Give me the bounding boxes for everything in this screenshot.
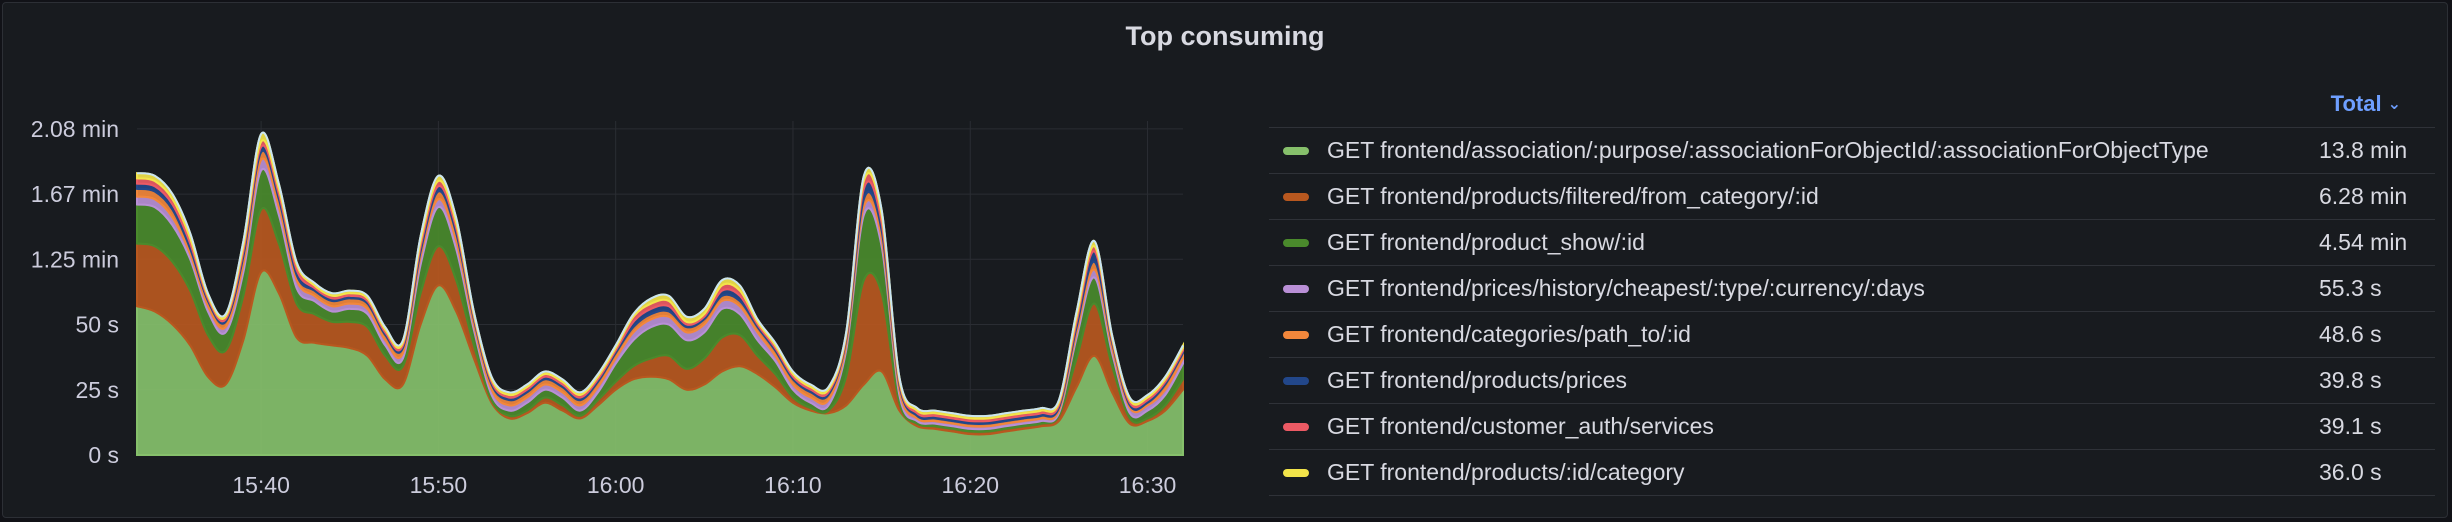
series-name[interactable]: GET frontend/products/filtered/from_cate… [1327,183,1819,209]
stacked-area-chart[interactable]: 0 s 25 s 50 s 1.25 min 1.67 min 2.08 min 15:4… [3,3,1263,519]
series-total: 6.28 min [2319,183,2408,209]
legend-row[interactable]: GET frontend/categories/path_to/:id 48.6 … [1269,311,2435,357]
legend-row[interactable]: GET frontend/products/:id/category 36.0 s [1269,449,2435,496]
series-color-swatch [1283,192,1309,201]
series-color-swatch [1283,238,1309,247]
x-tick-label: 15:40 [232,472,290,498]
chart-areas [136,131,1184,456]
series-total: 4.54 min [2319,229,2408,255]
series-name[interactable]: GET frontend/product_show/:id [1327,229,1645,255]
x-axis-labels: 15:40 15:50 16:00 16:10 16:20 16:30 [232,472,1176,498]
y-tick-label: 1.67 min [31,181,119,207]
legend-row[interactable]: GET frontend/prices/history/cheapest/:ty… [1269,265,2435,311]
y-tick-label: 2.08 min [31,116,119,142]
series-name[interactable]: GET frontend/association/:purpose/:assoc… [1327,137,2209,163]
total-outline [136,131,1184,418]
series-color-swatch [1283,468,1309,477]
series-total: 36.0 s [2319,459,2382,485]
series-total: 39.1 s [2319,413,2382,439]
series-total: 48.6 s [2319,321,2382,347]
series-color-swatch [1283,422,1309,431]
chevron-down-icon: ⌄ [2387,96,2401,113]
panel-title[interactable]: Top consuming [1125,21,1325,51]
sort-label: Total [2330,91,2382,116]
legend-rows: GET frontend/association/:purpose/:assoc… [1269,127,2435,496]
series-color-swatch [1283,146,1309,155]
x-tick-label: 16:30 [1119,472,1177,498]
legend-row[interactable]: GET frontend/association/:purpose/:assoc… [1269,127,2435,173]
series-color-swatch [1283,376,1309,385]
y-tick-label: 50 s [76,312,119,338]
series-color-swatch [1283,330,1309,339]
x-tick-label: 16:00 [587,472,645,498]
sort-by-total-button[interactable]: Total ⌄ [2331,91,2401,117]
x-tick-label: 16:10 [764,472,822,498]
legend-row[interactable]: GET frontend/products/filtered/from_cate… [1269,173,2435,219]
series-name[interactable]: GET frontend/products/:id/category [1327,459,1685,485]
series-color-swatch [1283,284,1309,293]
legend-row[interactable]: GET frontend/product_show/:id 4.54 min [1269,219,2435,265]
series-name[interactable]: GET frontend/products/prices [1327,367,1627,393]
legend-table: Total ⌄ GET frontend/association/:purpos… [1269,87,2435,496]
y-axis-labels: 0 s 25 s 50 s 1.25 min 1.67 min 2.08 min [31,116,119,468]
y-tick-label: 25 s [76,377,119,403]
series-name[interactable]: GET frontend/customer_auth/services [1327,413,1714,439]
legend-row[interactable]: GET frontend/products/prices 39.8 s [1269,357,2435,403]
series-name[interactable]: GET frontend/prices/history/cheapest/:ty… [1327,275,1925,301]
y-tick-label: 0 s [88,442,119,468]
x-tick-label: 15:50 [410,472,468,498]
legend-header: Total ⌄ [1269,87,2435,127]
series-total: 55.3 s [2319,275,2382,301]
x-tick-label: 16:20 [941,472,999,498]
series-name[interactable]: GET frontend/categories/path_to/:id [1327,321,1691,347]
legend-row[interactable]: GET frontend/customer_auth/services 39.1 … [1269,403,2435,449]
series-total: 13.8 min [2319,137,2408,163]
series-total: 39.8 s [2319,367,2382,393]
y-tick-label: 1.25 min [31,246,119,272]
